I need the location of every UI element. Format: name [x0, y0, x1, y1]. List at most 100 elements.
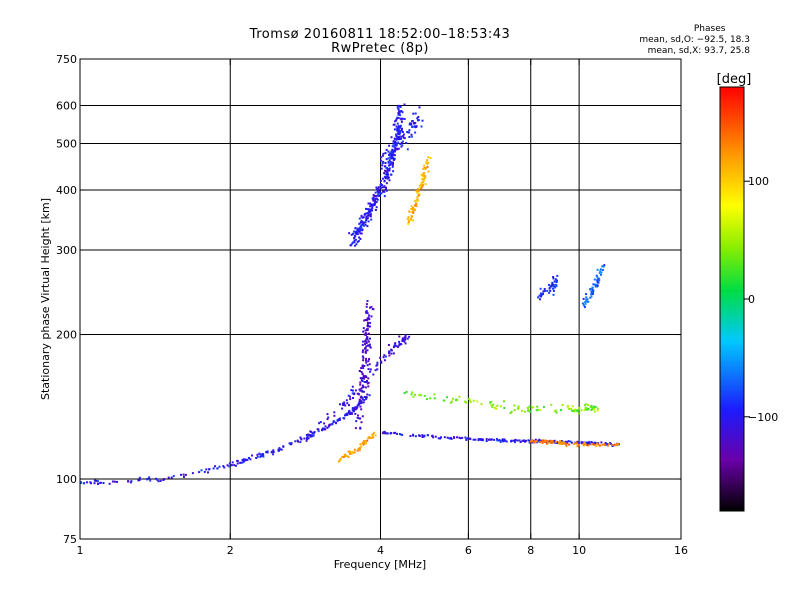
data-point: [361, 384, 364, 387]
data-point: [365, 207, 367, 210]
data-point: [386, 168, 389, 171]
data-point: [416, 191, 419, 194]
data-point: [390, 352, 393, 355]
data-point: [249, 458, 252, 461]
data-point: [481, 438, 484, 441]
data-point: [401, 127, 403, 130]
data-point: [399, 343, 402, 346]
data-point: [374, 191, 377, 194]
data-point: [468, 437, 471, 440]
data-point: [359, 232, 362, 235]
data-point: [412, 208, 415, 210]
phases-title: Phases: [693, 24, 726, 34]
data-point: [183, 475, 185, 478]
data-point: [362, 216, 365, 219]
data-point: [367, 340, 370, 343]
data-point: [321, 429, 323, 431]
data-point: [272, 451, 275, 453]
data-point: [380, 192, 383, 195]
data-point: [605, 443, 608, 446]
data-point: [361, 386, 364, 389]
data-point: [427, 161, 430, 164]
data-point: [310, 435, 313, 438]
data-point: [111, 480, 114, 483]
data-point: [223, 466, 226, 469]
data-point: [401, 340, 404, 342]
data-point: [539, 287, 542, 290]
data-point: [408, 210, 411, 213]
data-point: [357, 393, 360, 396]
data-point: [363, 381, 366, 383]
data-point: [366, 338, 369, 341]
data-point: [396, 432, 398, 435]
data-point: [499, 405, 502, 408]
data-point: [354, 427, 357, 430]
data-point: [417, 116, 420, 118]
data-point: [403, 137, 406, 140]
data-point: [453, 436, 455, 439]
x-tick-label: 8: [527, 544, 534, 557]
data-point: [552, 285, 555, 288]
data-point: [469, 401, 472, 404]
data-point: [379, 191, 382, 194]
data-point: [406, 337, 409, 340]
data-point: [586, 298, 589, 301]
data-point: [376, 368, 379, 371]
data-point: [309, 434, 312, 437]
data-point: [370, 434, 373, 437]
data-point: [397, 117, 400, 119]
data-point: [383, 190, 386, 193]
data-point: [491, 406, 494, 409]
data-point: [359, 417, 362, 420]
data-point: [80, 481, 82, 484]
data-point: [490, 438, 493, 441]
data-point: [566, 406, 569, 409]
data-point: [113, 480, 116, 483]
data-point: [393, 128, 396, 131]
data-point: [377, 187, 380, 190]
data-point: [362, 443, 365, 446]
data-point: [396, 116, 399, 119]
data-point: [429, 397, 432, 400]
data-point: [402, 135, 405, 138]
data-point: [606, 444, 609, 447]
data-point: [409, 217, 412, 220]
data-point: [532, 406, 535, 409]
data-point: [394, 140, 396, 143]
data-point: [372, 308, 375, 311]
data-point: [371, 207, 374, 209]
data-point: [421, 178, 424, 181]
data-point: [394, 150, 396, 153]
data-point: [102, 482, 105, 484]
data-point: [589, 405, 592, 408]
data-point: [429, 157, 432, 159]
data-point: [469, 399, 471, 402]
data-point: [546, 289, 549, 292]
data-point: [597, 443, 600, 446]
data-point: [585, 296, 588, 299]
data-point: [398, 136, 400, 139]
data-point: [587, 441, 590, 444]
data-point: [365, 338, 368, 341]
data-point: [431, 435, 434, 438]
data-point: [395, 142, 398, 145]
data-point: [498, 439, 501, 441]
data-point: [397, 104, 400, 107]
data-point: [593, 443, 596, 446]
data-point: [412, 434, 415, 437]
data-point: [394, 342, 397, 345]
data-point: [368, 394, 371, 397]
data-point: [397, 130, 400, 133]
data-point: [408, 335, 411, 338]
data-point: [95, 479, 97, 482]
data-point: [374, 369, 377, 372]
data-point: [426, 165, 429, 168]
data-point: [380, 360, 383, 363]
data-point: [376, 190, 379, 193]
data-point: [411, 219, 414, 222]
data-point: [323, 422, 326, 425]
data-point: [565, 441, 568, 444]
data-point: [523, 410, 526, 413]
data-point: [366, 328, 369, 331]
data-point: [361, 373, 364, 375]
